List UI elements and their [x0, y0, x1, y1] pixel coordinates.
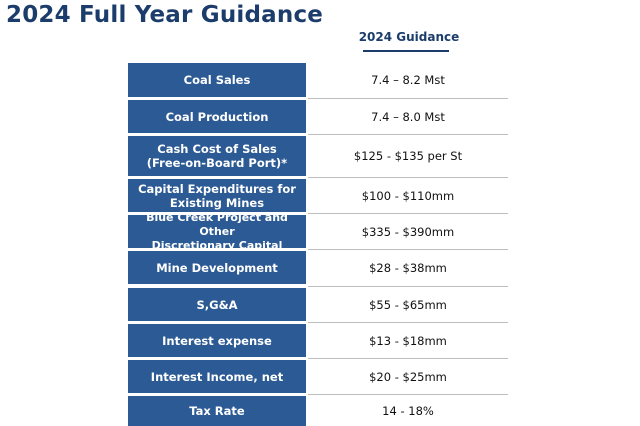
row-label: Interest Income, net [128, 360, 306, 393]
table-row-mine-development: Mine Development $28 - $38mm [128, 251, 508, 284]
row-divider [308, 322, 508, 323]
table-row-coal-production: Coal Production 7.4 – 8.0 Mst [128, 100, 508, 133]
table-row-blue-creek: Blue Creek Project and Other Discretiona… [128, 211, 508, 252]
row-value: $13 - $18mm [369, 333, 447, 348]
row-label: Mine Development [128, 251, 306, 284]
row-label: S,G&A [128, 288, 306, 321]
row-value: $100 - $110mm [361, 188, 455, 203]
row-value: 7.4 – 8.0 Mst [371, 109, 445, 124]
row-value: 14 - 18% [382, 404, 434, 418]
row-divider [308, 98, 508, 99]
table-row-cash-cost: Cash Cost of Sales (Free-on-Board Port)*… [128, 136, 508, 176]
table-row-tax-rate: Tax Rate 14 - 18% [128, 396, 508, 426]
row-label: Tax Rate [128, 396, 306, 426]
row-label: Coal Sales [128, 63, 306, 97]
row-value: 7.4 – 8.2 Mst [371, 73, 445, 87]
row-label: Cash Cost of Sales (Free-on-Board Port)* [128, 136, 306, 176]
row-divider [308, 286, 508, 287]
row-value: $335 - $390mm [361, 224, 455, 239]
column-header: 2024 Guidance [358, 30, 460, 44]
row-divider [308, 249, 508, 250]
row-label: Interest expense [128, 324, 306, 357]
column-header-underline [363, 50, 449, 52]
row-label: Blue Creek Project and Other Discretiona… [128, 211, 306, 252]
row-label: Coal Production [128, 100, 306, 133]
row-divider [308, 213, 508, 214]
row-label: Capital Expenditures for Existing Mines [128, 179, 306, 212]
row-divider [308, 177, 508, 178]
row-divider [308, 358, 508, 359]
row-value: $20 - $25mm [369, 369, 447, 384]
page-title: 2024 Full Year Guidance [6, 2, 324, 28]
table-row-interest-expense: Interest expense $13 - $18mm [128, 324, 508, 357]
row-divider [308, 134, 508, 135]
table-row-sga: S,G&A $55 - $65mm [128, 288, 508, 321]
row-value: $55 - $65mm [369, 297, 447, 312]
row-value: $28 - $38mm [369, 260, 447, 275]
table-row-coal-sales: Coal Sales 7.4 – 8.2 Mst [128, 63, 508, 97]
table-row-interest-income: Interest Income, net $20 - $25mm [128, 360, 508, 393]
table-row-capex: Capital Expenditures for Existing Mines … [128, 179, 508, 212]
row-divider [308, 394, 508, 395]
row-value: $125 - $135 per St [353, 149, 463, 163]
